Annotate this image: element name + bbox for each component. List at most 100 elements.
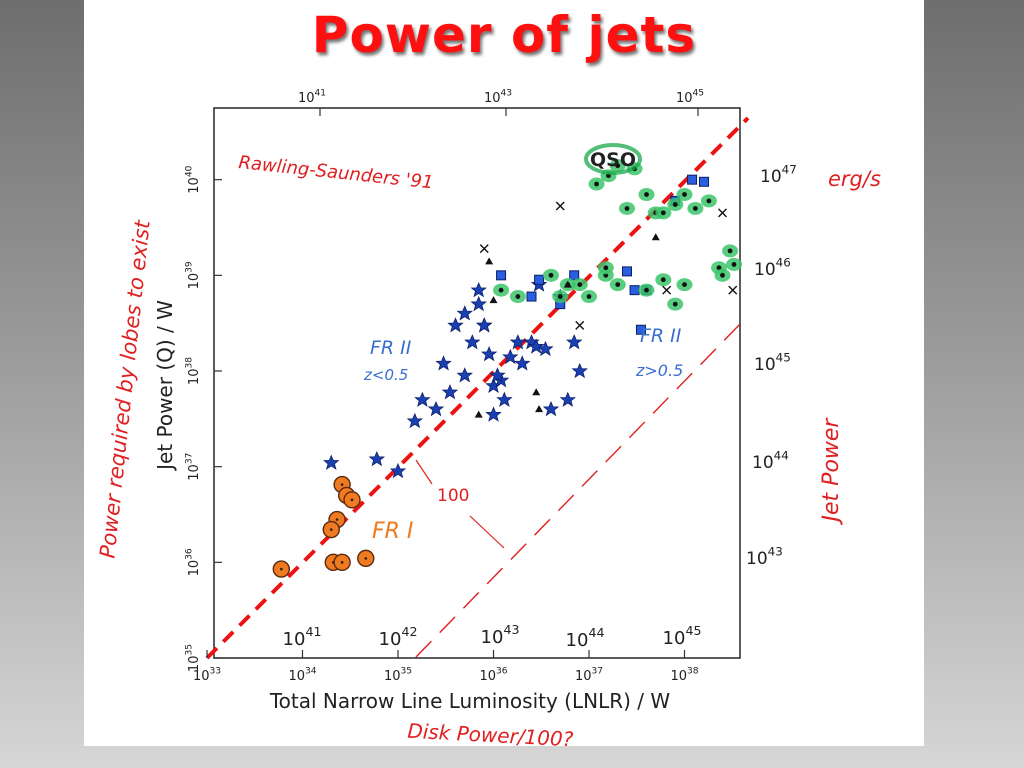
- qso-point-center: [672, 202, 678, 207]
- qso-point-center: [644, 287, 649, 293]
- fr2-low-point: [369, 451, 385, 466]
- qso-point-center: [603, 265, 609, 271]
- triangle-point: [474, 410, 483, 418]
- x-tick-label: 1035: [384, 667, 412, 685]
- fr2-low-point: [464, 334, 480, 349]
- qso-label-ring: [584, 143, 642, 175]
- y-tick-label: 1035: [185, 644, 203, 672]
- y-axis-label: Jet Power (Q) / W: [153, 300, 177, 472]
- right-scale-label: 1045: [754, 351, 791, 376]
- qso-point-center: [660, 277, 666, 283]
- fr1-point-center: [364, 557, 368, 560]
- bottom-scale-label: 1042: [379, 624, 418, 650]
- y-tick-label-group: 1035: [185, 644, 203, 672]
- fr2-low-label: FR II: [370, 337, 412, 359]
- qso-point-center: [577, 282, 583, 288]
- qso-point-center: [586, 294, 592, 299]
- fr2-high-point: [534, 274, 545, 285]
- cross-point: [662, 285, 672, 295]
- fr1-label: FR I: [372, 519, 413, 544]
- x-axis-label: Total Narrow Line Luminosity (LNLR) / W: [269, 689, 671, 713]
- bottom-scale-label: 1044: [566, 625, 605, 651]
- qso-point-center: [672, 301, 678, 307]
- fr2-high-label: FR II: [640, 325, 682, 347]
- qso-point-center: [692, 206, 698, 211]
- fr2-low-point: [485, 407, 502, 422]
- triangle-point: [532, 388, 541, 396]
- tick-layer: 1033 1034 1035 1036 1037 1038 1035 1036 1037 1038…: [185, 89, 797, 685]
- fr2-low-point: [390, 463, 406, 478]
- triangle-point: [485, 257, 494, 265]
- right-scale-label: 1044: [752, 449, 789, 474]
- qso-point-center: [731, 262, 737, 267]
- triangle-point: [563, 280, 572, 288]
- fr2-high-point: [496, 270, 507, 281]
- fr2-low-point: [572, 363, 588, 378]
- qso-point-center: [498, 287, 504, 293]
- fr2-low-point: [323, 455, 339, 470]
- fr1-point-center: [335, 518, 339, 521]
- bottom-scale-label: 1041: [283, 624, 322, 650]
- cross-point: [718, 208, 727, 218]
- x-tick-label: 1033: [193, 667, 221, 685]
- fr2-high-point: [698, 176, 709, 187]
- x-tick-label: 1037: [575, 667, 603, 685]
- x-tick-label: 1038: [670, 667, 698, 685]
- fr2-low-point: [457, 305, 473, 321]
- fr1-point-center: [340, 561, 344, 564]
- fr2-low-point: [496, 392, 512, 407]
- fr2-high-point: [635, 324, 646, 335]
- cross-point: [555, 201, 565, 211]
- fr2-low-point: [476, 317, 492, 333]
- right-annotation: Jet Power: [819, 417, 844, 526]
- fr2-low-point: [428, 401, 444, 416]
- qso-point-center: [682, 192, 687, 197]
- y-tick-label-group: 1037: [185, 452, 203, 480]
- qso-point-center: [624, 206, 630, 211]
- fr2-high-z: z>0.5: [635, 361, 683, 380]
- qso-point-center: [615, 163, 621, 169]
- top-tick-label: 1041: [298, 89, 326, 107]
- fr1-point-center: [350, 498, 354, 502]
- fr2-low-point: [566, 334, 582, 349]
- fr2-low-point: [481, 346, 497, 361]
- left-annotation: Power required by lobes to exist: [95, 218, 154, 559]
- qso-point-center: [615, 282, 621, 288]
- fr2-low-point: [543, 401, 559, 416]
- fr2-low-point: [471, 282, 487, 297]
- ratio-arrow-up: [415, 459, 433, 485]
- right-scale-label: 1043: [746, 545, 783, 570]
- qso-point-center: [660, 210, 666, 216]
- slide-title: Power of jets: [311, 6, 697, 64]
- fr2-high-point: [629, 285, 640, 296]
- top-tick-label: 1045: [676, 89, 704, 107]
- right-scale-label: 1047: [760, 163, 797, 188]
- fr1-point-center: [340, 483, 344, 486]
- fr2-low-point: [457, 367, 473, 383]
- y-tick-label-group: 1040: [185, 165, 203, 193]
- qso-point-center: [557, 294, 563, 299]
- fr2-low-point: [442, 384, 458, 399]
- bottom-annotation: Disk Power/100?: [407, 719, 574, 752]
- fr2-low-point: [407, 413, 423, 428]
- right-scale-label: 1046: [754, 256, 791, 281]
- cross-point: [728, 285, 738, 295]
- x-tick-label: 1034: [288, 667, 316, 685]
- y-tick-label-group: 1036: [185, 548, 203, 576]
- qso-point-center: [682, 282, 687, 288]
- y-tick-label-group: 1039: [185, 261, 203, 289]
- fr1-point-center: [329, 528, 333, 531]
- reference-annotation: Rawling-Saunders '91: [237, 152, 434, 193]
- fr2-low-z: z<0.5: [363, 366, 408, 384]
- y-tick-label: 1040: [185, 165, 203, 193]
- fr2-low-point: [447, 317, 464, 333]
- qso-point-center: [515, 294, 521, 299]
- triangle-point: [651, 233, 660, 241]
- qso-point-center: [706, 198, 712, 204]
- fr1-point-center: [280, 567, 283, 571]
- y-tick-label: 1036: [185, 548, 203, 576]
- fr2-high-point: [526, 291, 537, 302]
- y-tick-label: 1037: [185, 452, 203, 480]
- qso-point-center: [716, 265, 722, 271]
